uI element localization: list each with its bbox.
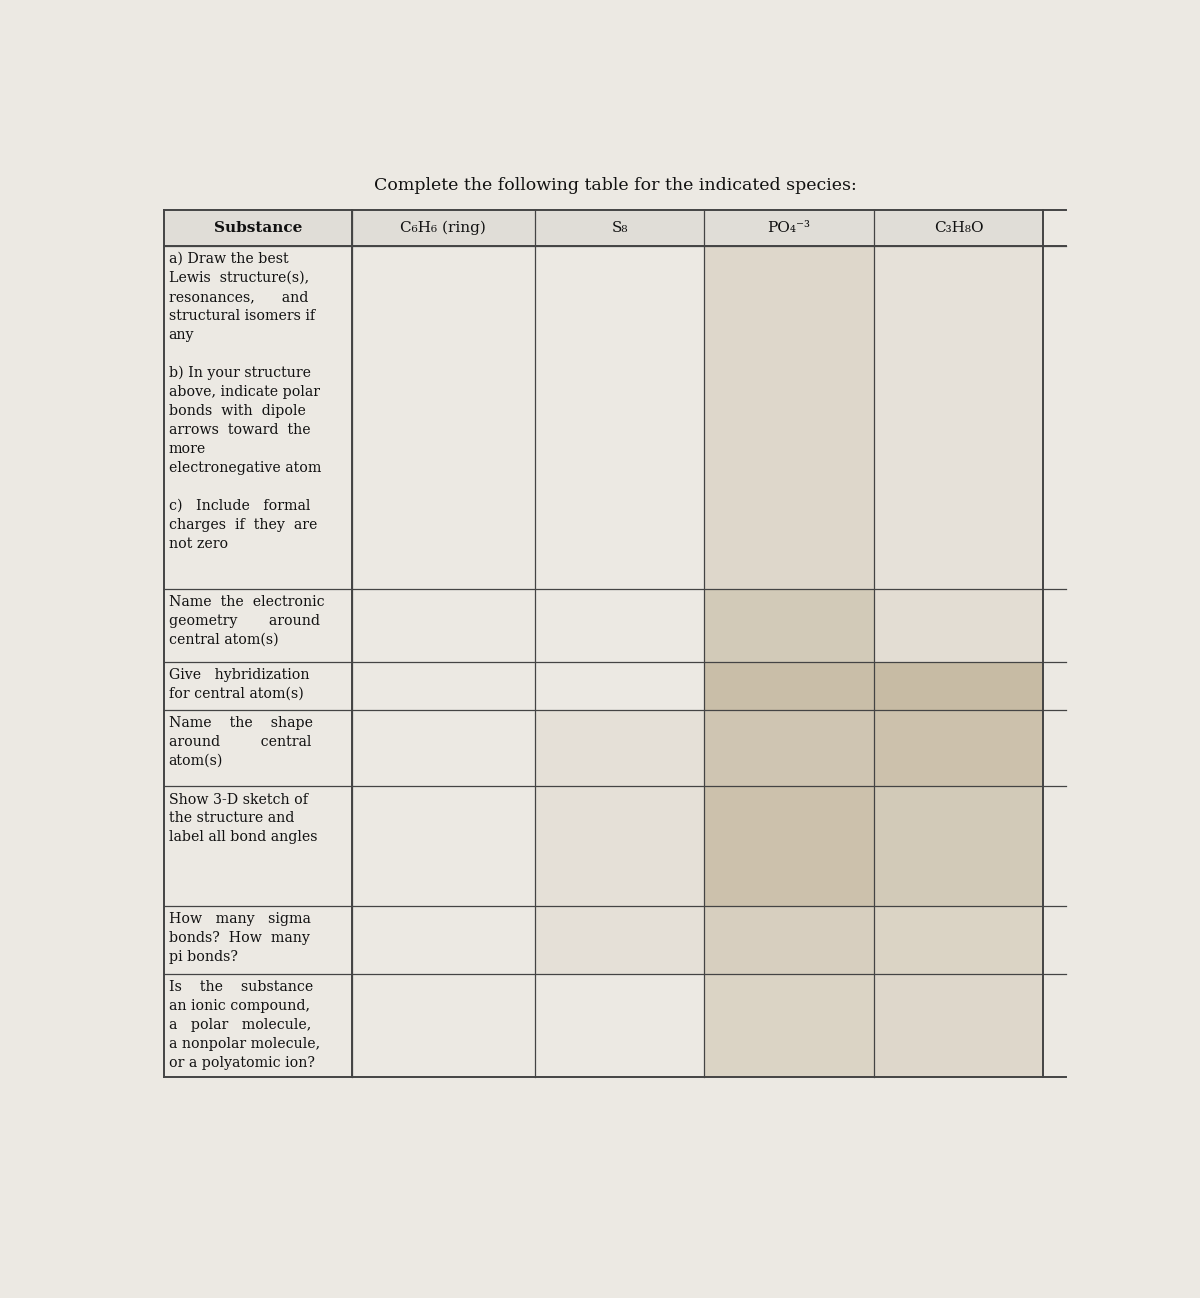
Bar bbox=[704, 247, 874, 589]
Bar bbox=[704, 662, 874, 710]
Bar bbox=[352, 247, 535, 589]
Bar bbox=[874, 662, 1044, 710]
Bar bbox=[535, 247, 704, 589]
Text: Complete the following table for the indicated species:: Complete the following table for the ind… bbox=[373, 178, 857, 195]
Bar bbox=[164, 247, 352, 589]
Bar bbox=[874, 589, 1044, 662]
Bar bbox=[164, 210, 352, 247]
Bar bbox=[704, 710, 874, 787]
Bar bbox=[874, 906, 1044, 974]
Bar bbox=[874, 247, 1044, 589]
Bar bbox=[535, 710, 704, 787]
Bar bbox=[874, 974, 1044, 1077]
Bar bbox=[874, 787, 1044, 906]
Text: Name    the    shape
around         central
atom(s): Name the shape around central atom(s) bbox=[168, 716, 312, 768]
Text: C₃H₈O: C₃H₈O bbox=[934, 221, 984, 235]
Bar bbox=[164, 710, 352, 787]
Bar bbox=[535, 710, 704, 787]
Bar bbox=[704, 906, 874, 974]
Bar bbox=[535, 662, 704, 710]
Bar bbox=[164, 787, 352, 906]
Bar bbox=[704, 906, 874, 974]
Text: How   many   sigma
bonds?  How  many
pi bonds?: How many sigma bonds? How many pi bonds? bbox=[168, 911, 311, 963]
Bar bbox=[874, 710, 1044, 787]
Bar bbox=[352, 662, 535, 710]
Text: S₈: S₈ bbox=[611, 221, 628, 235]
Bar bbox=[704, 589, 874, 662]
Text: Is    the    substance
an ionic compound,
a   polar   molecule,
a nonpolar molec: Is the substance an ionic compound, a po… bbox=[168, 980, 319, 1070]
Bar bbox=[704, 247, 874, 589]
Bar bbox=[352, 974, 535, 1077]
Text: Give   hybridization
for central atom(s): Give hybridization for central atom(s) bbox=[168, 667, 310, 701]
Text: Substance: Substance bbox=[214, 221, 302, 235]
Bar bbox=[874, 589, 1044, 662]
Text: a) Draw the best
Lewis  structure(s),
resonances,      and
structural isomers if: a) Draw the best Lewis structure(s), res… bbox=[168, 252, 320, 550]
Bar bbox=[704, 710, 874, 787]
Bar bbox=[874, 662, 1044, 710]
Bar bbox=[352, 787, 535, 906]
Text: PO₄⁻³: PO₄⁻³ bbox=[768, 221, 811, 235]
Text: C₆H₆ (ring): C₆H₆ (ring) bbox=[401, 221, 486, 235]
Bar bbox=[164, 589, 352, 662]
Bar bbox=[704, 662, 874, 710]
Bar bbox=[874, 906, 1044, 974]
Bar bbox=[164, 974, 352, 1077]
Bar bbox=[352, 210, 535, 247]
Text: Show 3-D sketch of
the structure and
label all bond angles: Show 3-D sketch of the structure and lab… bbox=[168, 793, 317, 845]
Bar bbox=[874, 247, 1044, 589]
Bar bbox=[164, 906, 352, 974]
Bar bbox=[535, 787, 704, 906]
Bar bbox=[874, 210, 1044, 247]
Bar bbox=[352, 906, 535, 974]
Bar bbox=[352, 589, 535, 662]
Bar bbox=[874, 710, 1044, 787]
Bar bbox=[704, 210, 874, 247]
Bar bbox=[704, 787, 874, 906]
Bar bbox=[535, 210, 704, 247]
Bar bbox=[704, 974, 874, 1077]
Bar bbox=[535, 589, 704, 662]
Bar bbox=[535, 787, 704, 906]
Bar bbox=[352, 710, 535, 787]
Bar bbox=[535, 906, 704, 974]
Bar bbox=[535, 974, 704, 1077]
Text: Name  the  electronic
geometry       around
central atom(s): Name the electronic geometry around cent… bbox=[168, 594, 324, 646]
Bar bbox=[704, 589, 874, 662]
Bar bbox=[704, 974, 874, 1077]
Bar bbox=[704, 787, 874, 906]
Bar bbox=[874, 974, 1044, 1077]
Bar bbox=[535, 906, 704, 974]
Bar bbox=[874, 787, 1044, 906]
Bar bbox=[164, 662, 352, 710]
